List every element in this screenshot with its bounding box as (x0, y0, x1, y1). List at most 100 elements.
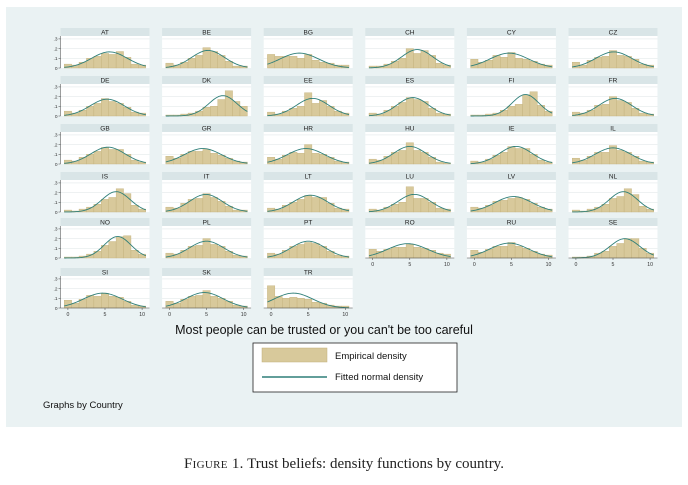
y-tick-label: .2 (53, 190, 57, 196)
density-bar (522, 59, 531, 69)
density-bar (138, 253, 146, 259)
density-bar (398, 102, 407, 117)
density-bar (123, 235, 132, 259)
y-tick-label: .3 (53, 181, 57, 187)
small-multiples-chart: AT 0 .1 .2 .3 BE BG CH CY CZ DE 0 .1 .2 .3 DK EE ES FI FR GB… (43, 28, 658, 411)
panel-strip (263, 218, 353, 226)
density-bar (130, 250, 139, 259)
panel-lu: LU (365, 172, 455, 213)
normal-density-line (572, 147, 654, 164)
density-bar (631, 59, 640, 69)
y-tick-label: 0 (55, 66, 58, 72)
density-bar (108, 101, 117, 117)
panel-country-label: LT (305, 173, 312, 180)
density-bar (601, 152, 610, 165)
y-tick-label: .1 (53, 296, 57, 302)
panel-ch: CH (365, 28, 455, 69)
panel-strip (365, 76, 455, 84)
density-bar (500, 246, 508, 259)
normal-density-line (64, 146, 146, 164)
panel-strip (162, 28, 252, 36)
normal-density-line (165, 240, 248, 258)
panel-country-label: FI (509, 77, 515, 84)
density-bar (609, 50, 617, 69)
panel-country-label: DE (100, 77, 110, 84)
density-bar (616, 196, 625, 213)
density-bar (296, 106, 305, 117)
panel-country-label: IS (102, 173, 109, 180)
density-bar (420, 198, 429, 213)
y-tick-label: 0 (55, 114, 58, 120)
normal-density-line (368, 49, 451, 69)
density-bar (413, 247, 422, 259)
x-tick-label: 0 (168, 312, 171, 318)
panel-strip (568, 124, 658, 132)
panel-country-label: RU (507, 219, 517, 226)
density-bar (413, 99, 422, 117)
panel-country-label: NO (100, 219, 110, 226)
density-bar (180, 250, 189, 259)
x-tick-label: 0 (473, 262, 476, 268)
panel-strip (568, 76, 658, 84)
density-bar (391, 61, 399, 69)
density-bar (428, 55, 436, 69)
normal-density-line (267, 194, 350, 212)
density-bar (289, 297, 298, 309)
density-bar (195, 110, 204, 117)
density-bar (586, 109, 595, 117)
panel-se: SE 0 5 10 (568, 218, 658, 268)
density-bar (267, 54, 276, 69)
panel-pl: PL (162, 218, 252, 259)
normal-density-line (470, 145, 553, 165)
density-bar (296, 199, 305, 213)
density-bar (500, 152, 508, 165)
density-bar (500, 109, 508, 117)
density-bar (507, 242, 516, 259)
density-bar (435, 112, 444, 117)
y-tick-label: 0 (55, 256, 58, 262)
panel-country-label: SE (609, 219, 618, 226)
x-tick-label: 5 (510, 262, 513, 268)
normal-density-line (64, 51, 146, 68)
density-bar (210, 197, 218, 213)
panel-strip (466, 28, 556, 36)
density-bar (311, 60, 320, 69)
y-tick-label: .1 (53, 56, 57, 62)
panel-country-label: GR (202, 125, 212, 132)
normal-density-line (165, 148, 248, 164)
panel-strip (263, 76, 353, 84)
panel-ro: RO 0 5 10 (365, 218, 455, 268)
density-bar (108, 54, 117, 69)
normal-density-line (267, 292, 350, 309)
normal-density-line (572, 51, 654, 68)
density-bar (391, 204, 399, 213)
normal-density-line (470, 52, 553, 68)
density-bar (101, 293, 109, 309)
panel-country-label: TR (304, 269, 313, 276)
density-bar (224, 90, 233, 117)
y-tick-label: .1 (53, 152, 57, 158)
density-bar (413, 53, 422, 69)
panel-strip (263, 172, 353, 180)
panel-strip (263, 268, 353, 276)
density-bar (282, 110, 290, 117)
density-bar (391, 247, 399, 259)
legend-swatch-bar (261, 347, 328, 363)
density-bar (304, 195, 313, 213)
density-bar (93, 251, 102, 259)
density-bar (202, 149, 211, 165)
density-bar (522, 94, 531, 117)
panel-ee: EE (263, 76, 353, 117)
panel-country-label: CH (405, 29, 415, 36)
legend-label-normal: Fitted normal density (335, 372, 423, 383)
panel-strip (568, 172, 658, 180)
normal-density-line (368, 193, 451, 213)
density-bar (594, 105, 603, 117)
panel-it: IT (162, 172, 252, 213)
panel-ie: IE (466, 124, 556, 165)
x-tick-label: 5 (104, 312, 107, 318)
density-bar (405, 97, 414, 117)
density-bar (522, 248, 531, 259)
panel-strip (60, 172, 150, 180)
x-tick-label: 0 (574, 262, 577, 268)
